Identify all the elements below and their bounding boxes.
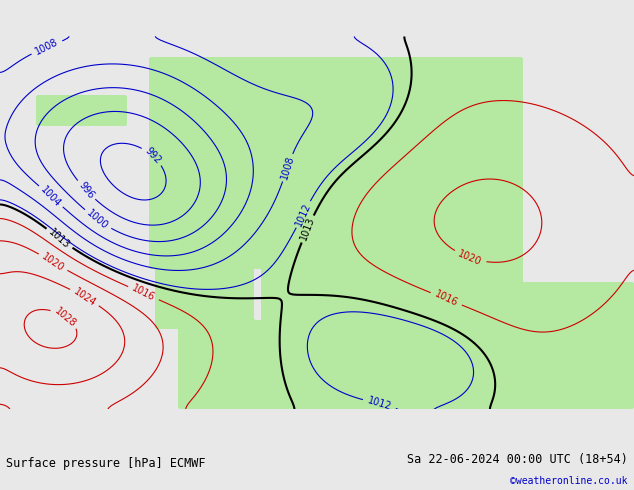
Text: ©weatheronline.co.uk: ©weatheronline.co.uk [510,476,628,486]
Text: 1000: 1000 [85,208,110,231]
Text: 1013: 1013 [47,226,72,250]
Text: 1004: 1004 [39,184,63,209]
Text: 1016: 1016 [131,283,157,303]
Text: 1020: 1020 [40,251,66,273]
Text: 1008: 1008 [279,154,296,181]
Text: 1016: 1016 [433,289,460,309]
Text: 1012: 1012 [366,395,392,412]
Text: Surface pressure [hPa] ECMWF: Surface pressure [hPa] ECMWF [6,457,206,470]
Text: 1012: 1012 [294,201,313,228]
Text: 1020: 1020 [456,248,483,267]
Text: 1024: 1024 [72,286,98,308]
Text: 1013: 1013 [299,216,316,242]
Text: 1028: 1028 [53,306,79,329]
Text: Sa 22-06-2024 00:00 UTC (18+54): Sa 22-06-2024 00:00 UTC (18+54) [407,453,628,466]
Text: 992: 992 [143,146,163,166]
Text: 996: 996 [77,180,96,200]
Text: 1008: 1008 [34,37,60,57]
